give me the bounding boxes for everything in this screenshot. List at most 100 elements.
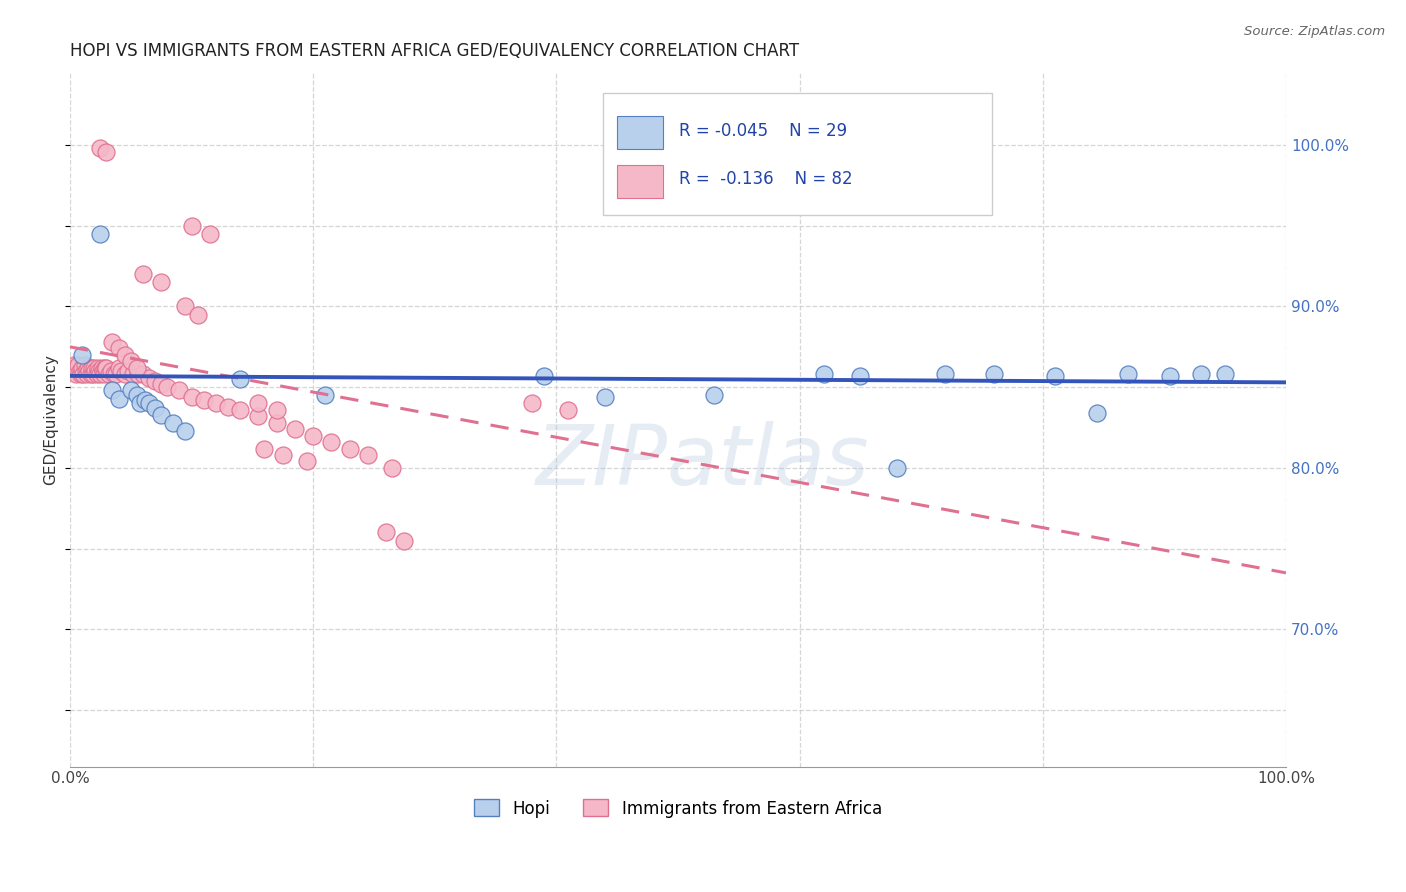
Point xyxy=(87,360,110,375)
Point xyxy=(73,358,96,372)
Point xyxy=(156,380,179,394)
Point xyxy=(1159,368,1181,383)
Point xyxy=(1189,368,1212,382)
Text: HOPI VS IMMIGRANTS FROM EASTERN AFRICA GED/EQUIVALENCY CORRELATION CHART: HOPI VS IMMIGRANTS FROM EASTERN AFRICA G… xyxy=(70,42,799,60)
Point xyxy=(813,368,835,382)
Point xyxy=(83,360,105,375)
Point xyxy=(114,368,136,382)
Point xyxy=(1087,406,1109,420)
Point xyxy=(375,525,398,540)
Point xyxy=(72,368,94,382)
Point xyxy=(129,396,152,410)
Point xyxy=(138,396,160,410)
Point xyxy=(63,364,86,378)
Point xyxy=(134,393,156,408)
Point xyxy=(302,428,325,442)
Point xyxy=(70,360,93,375)
Point xyxy=(169,384,191,398)
Point xyxy=(180,390,202,404)
Point xyxy=(314,388,336,402)
Point xyxy=(150,376,173,391)
Point xyxy=(80,360,103,375)
Y-axis label: GED/Equivalency: GED/Equivalency xyxy=(44,354,58,485)
Point xyxy=(107,342,129,356)
Point xyxy=(86,368,108,382)
Point xyxy=(60,360,83,375)
Point xyxy=(62,358,84,372)
Point xyxy=(120,354,142,368)
Point xyxy=(107,360,129,375)
Point xyxy=(217,400,239,414)
Point xyxy=(143,374,166,388)
Point xyxy=(114,348,136,362)
Point xyxy=(77,360,100,375)
Point xyxy=(150,275,173,289)
Point xyxy=(132,368,155,382)
Point xyxy=(321,435,343,450)
Point xyxy=(100,364,122,378)
Point xyxy=(934,368,956,382)
Point xyxy=(253,442,276,456)
Point xyxy=(198,227,221,241)
Text: Source: ZipAtlas.com: Source: ZipAtlas.com xyxy=(1244,25,1385,38)
Point xyxy=(96,360,118,375)
Point xyxy=(87,364,110,378)
Point xyxy=(120,384,142,398)
Point xyxy=(229,402,252,417)
Point xyxy=(1116,368,1139,382)
Point xyxy=(97,368,120,382)
Point xyxy=(105,368,128,382)
Point xyxy=(229,372,252,386)
Point xyxy=(150,408,173,422)
Point xyxy=(357,448,380,462)
Point xyxy=(557,402,579,417)
Point xyxy=(90,360,112,375)
Point xyxy=(117,364,139,378)
Legend: Hopi, Immigrants from Eastern Africa: Hopi, Immigrants from Eastern Africa xyxy=(467,793,889,824)
Bar xyxy=(617,116,664,150)
Point xyxy=(76,368,98,382)
Point xyxy=(247,396,270,410)
Point xyxy=(75,364,97,378)
Point xyxy=(1043,368,1066,383)
Point xyxy=(703,388,725,402)
FancyBboxPatch shape xyxy=(603,94,991,215)
Text: R =  -0.136    N = 82: R = -0.136 N = 82 xyxy=(679,170,853,188)
Point xyxy=(174,424,197,438)
Point xyxy=(284,422,307,436)
Point xyxy=(69,364,91,378)
Point xyxy=(82,368,104,382)
Point xyxy=(70,348,93,362)
Text: R = -0.045    N = 29: R = -0.045 N = 29 xyxy=(679,121,848,140)
Point xyxy=(886,461,908,475)
Point xyxy=(1213,368,1236,382)
Point xyxy=(339,442,361,456)
Point xyxy=(849,368,872,383)
Point xyxy=(174,300,197,314)
Point xyxy=(247,409,270,424)
Point xyxy=(143,401,166,416)
Point xyxy=(94,360,117,375)
Point xyxy=(205,396,228,410)
Point xyxy=(93,368,115,382)
Point xyxy=(66,360,89,375)
Text: ZIPatlas: ZIPatlas xyxy=(536,421,869,501)
Point xyxy=(79,364,101,378)
Point xyxy=(107,392,129,406)
Point xyxy=(593,390,616,404)
Point xyxy=(533,368,555,383)
Point xyxy=(125,388,148,402)
Point xyxy=(180,219,202,233)
Point xyxy=(520,396,543,410)
Point xyxy=(91,364,114,378)
Point xyxy=(187,308,209,322)
Point xyxy=(266,402,288,417)
Point xyxy=(67,358,90,372)
Point xyxy=(89,141,111,155)
Point xyxy=(103,368,125,382)
Point xyxy=(65,368,87,382)
Bar xyxy=(617,165,664,198)
Point xyxy=(138,370,160,384)
Point xyxy=(110,364,132,378)
Point xyxy=(89,227,111,241)
